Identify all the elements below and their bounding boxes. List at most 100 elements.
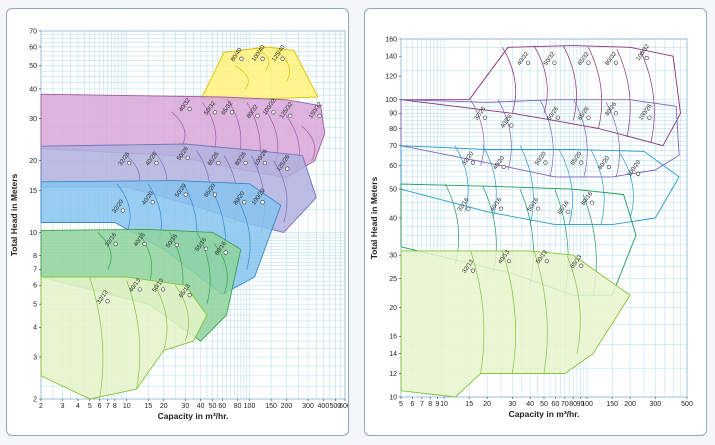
x-tick-label: 80: [234, 403, 242, 410]
model-point: [606, 164, 612, 170]
impeller-curve: [573, 99, 588, 177]
impeller-curve: [273, 160, 288, 223]
model-point: [223, 250, 228, 255]
impeller-curve: [558, 149, 573, 225]
model-point: [212, 110, 218, 115]
family-envelope: [400, 99, 680, 178]
x-tick-label: 50: [209, 403, 217, 410]
x-tick-label: 30: [508, 401, 516, 408]
x-tick-label: 15: [144, 403, 152, 410]
y-axis: 2 3 4 5 6 7 8 10 15 20 30 40 50 60 70: [29, 28, 41, 403]
model-point: [242, 200, 247, 205]
x-tick-label: 60: [218, 403, 226, 410]
impeller-curve: [501, 250, 516, 374]
model-point: [187, 293, 192, 298]
pump-family-2: 32/20 40/20 50/20 65/20 80/20 100/20: [400, 145, 680, 226]
x-axis-title: Capacity in m³/hr.: [158, 411, 229, 421]
impeller-curve: [566, 254, 581, 354]
model-point: [142, 241, 147, 246]
model-point: [482, 115, 488, 120]
x-tick-label: 10: [123, 403, 131, 410]
x-tick-label: 7: [420, 401, 424, 408]
pump-family-0: 80/40 100/40 125/40: [200, 44, 319, 101]
y-axis-title: Total Head in Meters: [9, 173, 19, 256]
model-point: [174, 242, 179, 248]
y-tick-label: 140: [385, 54, 397, 61]
impeller-curve: [255, 46, 270, 71]
y-tick-label: 100: [385, 97, 397, 104]
model-point: [466, 206, 471, 211]
x-tick-label: 40: [197, 403, 205, 410]
impeller-curve: [234, 65, 249, 90]
y-tick-label: 120: [385, 74, 397, 81]
chart-panel-left: 80/40 100/40 125/40 40/32 50/32 65/32 80/32 100…: [6, 8, 349, 436]
y-tick-label: 12: [389, 371, 397, 378]
y-tick-label: 90: [389, 111, 397, 118]
x-tick-label: 50: [540, 401, 548, 408]
y-tick-label: 60: [389, 163, 397, 170]
impeller-curve: [482, 145, 497, 219]
y-tick-label: 70: [389, 143, 397, 150]
y-tick-label: 20: [29, 158, 37, 165]
impeller-curve: [126, 280, 141, 390]
y-tick-label: 16: [389, 334, 397, 341]
model-point: [552, 60, 557, 65]
model-point: [187, 106, 192, 112]
model-point: [470, 268, 476, 273]
x-tick-label: 30: [181, 403, 189, 410]
family-envelope: [400, 45, 681, 147]
impeller-curve: [236, 197, 251, 270]
chart-panel-right: 40/32 50/32 65/32 80/32 100/32 32/26 40/26 50/2…: [364, 8, 707, 436]
impeller-curve: [533, 250, 548, 374]
y-tick-label: 4: [33, 325, 37, 332]
model-point: [229, 110, 235, 115]
impeller-curve: [97, 232, 112, 270]
model-point: [470, 160, 476, 165]
model-point: [566, 209, 571, 214]
impeller-curve: [619, 153, 634, 219]
impeller-curve: [640, 51, 655, 143]
x-tick-label: 150: [265, 403, 277, 410]
x-tick-label: 9: [436, 401, 440, 408]
x-tick-label: 400: [318, 403, 330, 410]
y-tick-label: 50: [389, 187, 397, 194]
x-tick-label: 5: [88, 403, 92, 410]
impeller-curve: [588, 47, 603, 129]
impeller-curve: [89, 276, 104, 400]
y-tick-label: 10: [29, 230, 37, 237]
model-point: [216, 160, 221, 166]
x-tick-label: 100: [244, 403, 256, 410]
model-point: [203, 246, 209, 251]
model-point: [285, 166, 290, 171]
x-tick-label: 500: [329, 403, 341, 410]
x-axis-title: Capacity in m³/hr.: [509, 409, 580, 419]
model-point: [586, 60, 591, 65]
model-point: [589, 200, 594, 205]
model-point: [154, 160, 159, 166]
model-point: [536, 206, 541, 211]
model-point: [260, 200, 265, 205]
model-point: [613, 111, 619, 116]
model-point: [498, 206, 504, 211]
y-tick-label: 6: [33, 283, 37, 290]
impeller-curve: [470, 99, 485, 166]
x-tick-label: 8: [428, 401, 432, 408]
model-point: [586, 115, 591, 120]
model-point: [613, 60, 619, 65]
x-axis: 2 3 4 5 6 7 8 10 15 20 30 40 50 60 80 100 150 200 300 400 50…: [39, 399, 348, 410]
y-tick-label: 30: [389, 253, 397, 260]
x-tick-label: 200: [281, 403, 293, 410]
x-tick-label: 300: [302, 403, 314, 410]
x-tick-label: 7: [106, 403, 110, 410]
model-point: [525, 60, 531, 65]
y-tick-label: 3: [33, 354, 37, 361]
model-point: [185, 155, 190, 160]
model-point: [644, 55, 649, 61]
impeller-curve: [562, 45, 577, 121]
x-tick-label: 100: [581, 401, 593, 408]
x-tick-label: 3: [61, 403, 65, 410]
impeller-curve: [605, 102, 620, 177]
model-point: [137, 287, 142, 292]
impeller-curve: [470, 250, 485, 374]
